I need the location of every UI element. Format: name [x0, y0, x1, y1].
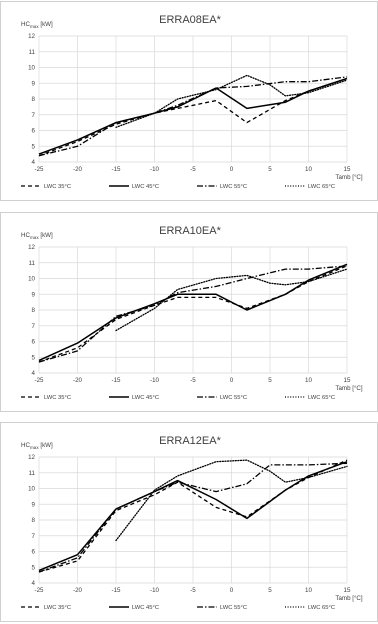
legend-label-3: LWC 55°C	[220, 395, 247, 401]
legend-label-1: LWC 35°C	[44, 605, 71, 611]
legend-label-4: LWC 65°C	[308, 395, 335, 401]
y-axis-label-sub: max	[30, 445, 39, 450]
y-axis-label-sub: max	[30, 24, 39, 29]
chart-panel-1: ERRA08EA* HCmax [kW] 4 5 6 7 8 9 10 11 12 -25 -20 -15…	[0, 1, 378, 201]
x-tick-label: 15	[344, 166, 351, 173]
series-line-2	[38, 263, 348, 362]
x-tick-label: 15	[344, 587, 351, 594]
series-line-4	[115, 268, 348, 332]
x-axis-label: Tamb [°C]	[335, 174, 363, 181]
y-tick-label: 11	[29, 470, 36, 477]
chart-panel-2: ERRA10EA* HCmax [kW] 4 5 6 7 8 9 10 11 12 -25 -20 -15…	[0, 212, 378, 412]
x-tick-label: 0	[230, 166, 234, 173]
chart-title: ERRA08EA*	[159, 14, 221, 26]
legend-label-4: LWC 65°C	[308, 184, 335, 190]
x-tick-label: 5	[268, 166, 272, 173]
y-tick-label: 6	[32, 549, 36, 556]
legend-label-2: LWC 45°C	[132, 605, 159, 611]
y-axis-label-unit: [kW]	[39, 21, 53, 28]
y-tick-label: 8	[32, 96, 36, 103]
y-tick-label: 7	[32, 533, 36, 540]
y-tick-label: 6	[32, 128, 36, 135]
legend-label-3: LWC 55°C	[220, 605, 247, 611]
y-tick-label: 5	[32, 354, 36, 361]
y-tick-label: 11	[29, 49, 36, 56]
y-tick-label: 8	[32, 307, 36, 314]
chart-title: ERRA12EA*	[159, 435, 221, 447]
x-tick-label: 15	[344, 377, 351, 384]
y-tick-label: 10	[28, 276, 35, 283]
x-tick-label: -10	[150, 377, 160, 384]
y-axis-label-sub: max	[30, 235, 39, 240]
y-tick-label: 4	[32, 370, 36, 377]
y-axis-label-unit: [kW]	[39, 442, 53, 449]
legend-label-4: LWC 65°C	[308, 605, 335, 611]
series-line-2	[38, 460, 348, 572]
y-axis-label-unit: [kW]	[39, 232, 53, 239]
x-tick-label: -15	[112, 377, 122, 384]
x-tick-label: -5	[190, 166, 196, 173]
legend-label-3: LWC 55°C	[220, 184, 247, 190]
y-axis-label: HCmax [kW]	[21, 442, 53, 450]
y-tick-label: 12	[28, 244, 35, 251]
x-tick-label: 5	[268, 377, 272, 384]
y-tick-label: 9	[32, 80, 36, 87]
y-tick-label: 8	[32, 517, 36, 524]
chart-svg-3: ERRA12EA* HCmax [kW] 4 5 6 7 8 9 10 11 12 -25 -20 -15…	[21, 435, 363, 611]
y-tick-label: 5	[32, 564, 36, 571]
y-tick-label: 11	[29, 260, 36, 267]
x-tick-label: -15	[112, 166, 122, 173]
x-tick-label: -25	[35, 587, 45, 594]
y-tick-label: 9	[32, 501, 36, 508]
y-tick-label: 12	[28, 454, 35, 461]
chart-panel-3: ERRA12EA* HCmax [kW] 4 5 6 7 8 9 10 11 12 -25 -20 -15…	[0, 422, 378, 622]
x-tick-label: 0	[230, 587, 234, 594]
chart-svg-2: ERRA10EA* HCmax [kW] 4 5 6 7 8 9 10 11 12 -25 -20 -15…	[21, 225, 363, 401]
x-tick-label: -20	[73, 587, 83, 594]
y-tick-label: 6	[32, 339, 36, 346]
series-line-4	[115, 74, 348, 128]
y-tick-label: 4	[32, 159, 36, 166]
chart-title: ERRA10EA*	[159, 225, 221, 237]
x-tick-label: -20	[73, 166, 83, 173]
legend-label-2: LWC 45°C	[132, 184, 159, 190]
x-tick-label: -20	[73, 377, 83, 384]
x-axis-label: Tamb [°C]	[335, 595, 363, 602]
y-tick-label: 7	[32, 323, 36, 330]
y-tick-label: 5	[32, 143, 36, 150]
chart-svg-1: ERRA08EA* HCmax [kW] 4 5 6 7 8 9 10 11 12 -25 -20 -15…	[21, 14, 363, 190]
y-axis-label-main: HC	[21, 232, 30, 239]
x-tick-label: -15	[112, 587, 122, 594]
y-axis-label-main: HC	[21, 442, 30, 449]
series-line-3	[38, 76, 348, 157]
x-tick-label: 10	[305, 377, 312, 384]
series-line-2	[38, 77, 348, 155]
series-line-3	[38, 265, 348, 363]
x-axis-label: Tamb [°C]	[335, 385, 363, 392]
legend-label-1: LWC 35°C	[44, 395, 71, 401]
series-line-3	[38, 462, 348, 573]
x-tick-label: -25	[35, 377, 45, 384]
y-tick-label: 10	[28, 65, 35, 72]
y-tick-label: 12	[28, 33, 35, 40]
x-tick-label: 10	[305, 587, 312, 594]
y-tick-label: 7	[32, 112, 36, 119]
x-tick-label: -5	[190, 587, 196, 594]
y-tick-label: 9	[32, 291, 36, 298]
y-axis-label: HCmax [kW]	[21, 232, 53, 240]
y-axis-label-main: HC	[21, 21, 30, 28]
y-tick-label: 10	[28, 486, 35, 493]
series-line-4	[115, 459, 348, 542]
y-tick-label: 4	[32, 580, 36, 587]
legend-label-1: LWC 35°C	[44, 184, 71, 190]
legend-label-2: LWC 45°C	[132, 395, 159, 401]
x-tick-label: -10	[150, 166, 160, 173]
x-tick-label: -5	[190, 377, 196, 384]
y-axis-label: HCmax [kW]	[21, 21, 53, 29]
x-tick-label: -25	[35, 166, 45, 173]
x-tick-label: 5	[268, 587, 272, 594]
x-tick-label: 10	[305, 166, 312, 173]
x-tick-label: 0	[230, 377, 234, 384]
x-tick-label: -10	[150, 587, 160, 594]
